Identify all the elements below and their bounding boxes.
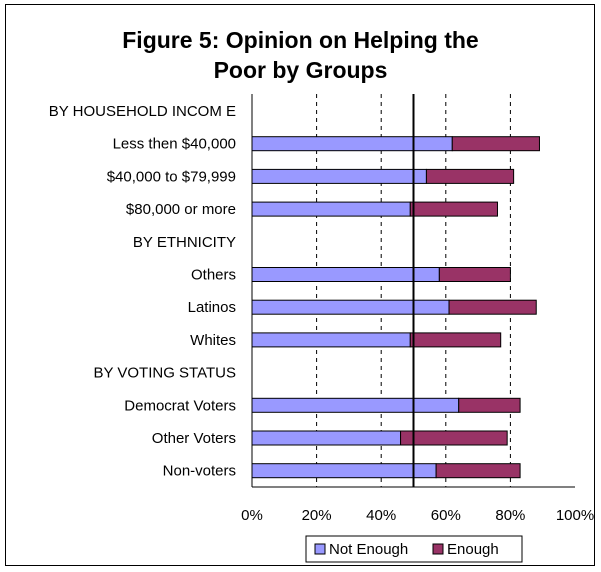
bar-not-enough-10 (251, 430, 402, 446)
legend-label-enough: Enough (447, 541, 499, 558)
bar-enough-11 (435, 463, 521, 479)
bar-enough-1 (451, 136, 540, 152)
bar-not-enough-7 (251, 332, 411, 348)
x-tick-label-2: 40% (366, 507, 396, 524)
x-tick-label-1: 20% (302, 507, 332, 524)
category-label-0: BY HOUSEHOLD INCOM E (49, 103, 236, 120)
bar-not-enough-6 (251, 299, 450, 315)
legend-swatch-enough (432, 543, 444, 555)
legend-label-not-enough: Not Enough (329, 541, 408, 558)
bar-not-enough-1 (251, 136, 453, 152)
category-label-10: Other Voters (152, 430, 236, 447)
bar-not-enough-5 (251, 267, 440, 282)
chart-title-line-1: Figure 5: Opinion on Helping the (122, 27, 479, 53)
category-label-2: $40,000 to $79,999 (107, 168, 236, 185)
bar-enough-6 (448, 299, 537, 315)
bar-not-enough-2 (251, 168, 427, 184)
bar-not-enough-3 (251, 201, 411, 217)
category-label-8: BY VOTING STATUS (93, 365, 236, 382)
bar-enough-3 (409, 201, 498, 217)
legend-swatch-not-enough (314, 543, 326, 555)
category-label-4: BY ETHNICITY (133, 234, 236, 251)
bar-not-enough-9 (251, 397, 460, 413)
bar-enough-5 (438, 267, 511, 282)
x-tick-label-3: 60% (431, 507, 461, 524)
x-tick-label-0: 0% (241, 507, 263, 524)
category-label-7: Whites (190, 332, 236, 349)
bar-enough-7 (409, 332, 502, 348)
chart-title-line-2: Poor by Groups (213, 57, 388, 83)
category-label-1: Less then $40,000 (113, 136, 236, 153)
chart-title: Figure 5: Opinion on Helping the Poor by… (0, 25, 601, 85)
category-label-9: Democrat Voters (124, 397, 236, 414)
category-label-5: Others (191, 267, 236, 284)
bar-enough-9 (458, 397, 521, 413)
bar-enough-2 (425, 168, 515, 184)
x-tick-label-4: 80% (495, 507, 525, 524)
x-tick-label-5: 100% (556, 507, 594, 524)
bar-enough-10 (400, 430, 508, 446)
category-label-11: Non-voters (163, 463, 236, 480)
category-label-3: $80,000 or more (126, 201, 236, 218)
bar-not-enough-11 (251, 463, 437, 479)
legend-box (305, 535, 523, 563)
category-label-6: Latinos (188, 299, 236, 316)
